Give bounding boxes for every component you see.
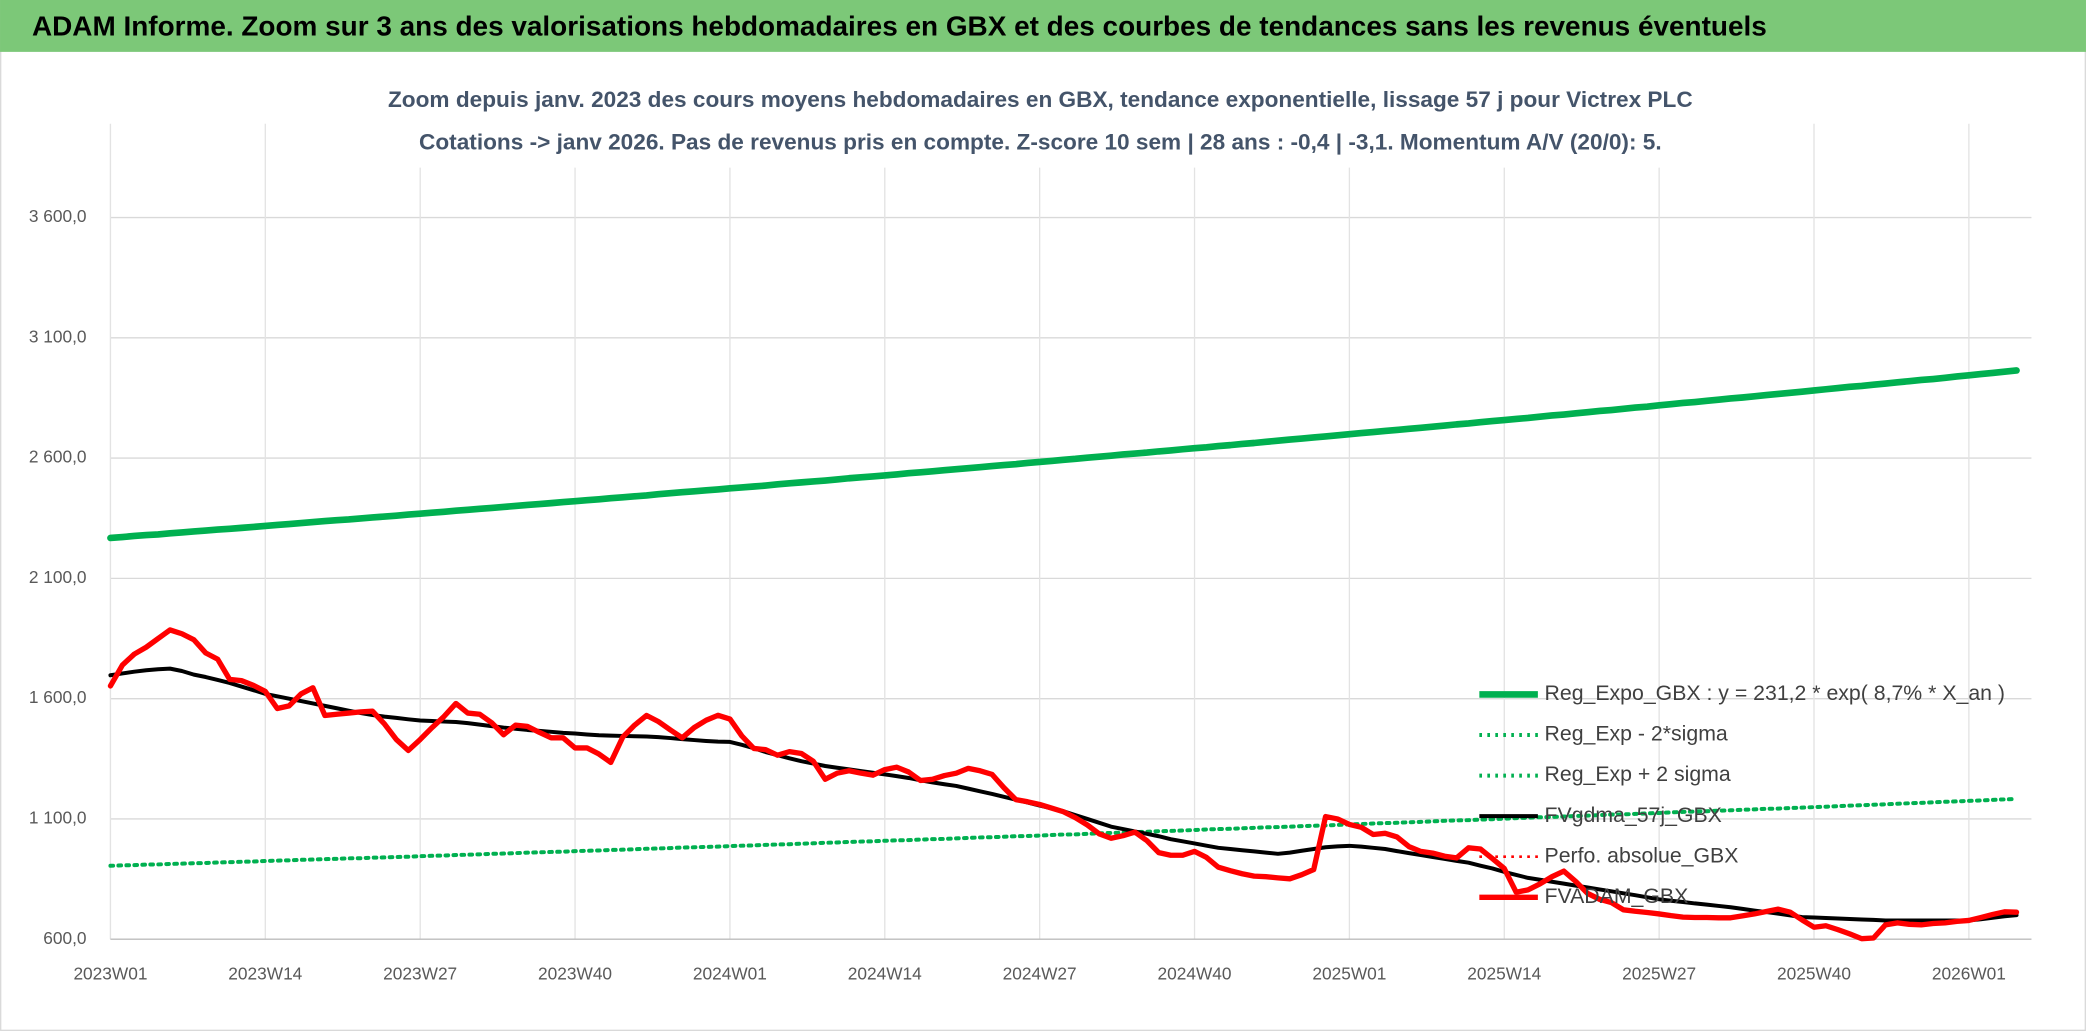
y-tick-label: 600,0: [43, 928, 86, 948]
legend: Reg_Expo_GBX : y = 231,2 * exp( 8,7% * X…: [1479, 681, 2005, 908]
x-tick-label: 2025W01: [1312, 964, 1386, 984]
series-line: [107, 627, 2020, 942]
legend-label: FVgdma_57j_GBX: [1545, 803, 1722, 827]
x-tick-label: 2026W01: [1932, 964, 2006, 984]
y-tick-label: 2 100,0: [29, 567, 87, 587]
x-tick-label: 2024W40: [1158, 964, 1232, 984]
x-tick-label: 2024W27: [1003, 964, 1077, 984]
subtitle-bg: [359, 77, 1717, 168]
chart-title: ADAM Informe. Zoom sur 3 ans des valoris…: [32, 10, 1767, 41]
subtitle: Zoom depuis janv. 2023 des cours moyens …: [388, 87, 1693, 112]
series-line: [108, 796, 2019, 868]
legend-label: FVADAM_GBX: [1545, 884, 1689, 908]
x-tick-label: 2025W14: [1467, 964, 1541, 984]
x-tick-label: 2023W40: [538, 964, 612, 984]
y-tick-label: 2 600,0: [29, 447, 87, 467]
legend-label: Reg_Exp - 2*sigma: [1545, 722, 1728, 746]
header-band: [0, 0, 2086, 52]
series-line: [107, 367, 2020, 542]
x-tick-label: 2023W14: [228, 964, 302, 984]
x-tick-label: 2024W01: [693, 964, 767, 984]
series: [107, 367, 2020, 942]
legend-label: Reg_Expo_GBX : y = 231,2 * exp( 8,7% * X…: [1545, 681, 2005, 705]
legend-label: Perfo. absolue_GBX: [1545, 843, 1739, 867]
y-tick-label: 1 100,0: [29, 807, 87, 827]
x-tick-label: 2024W14: [848, 964, 922, 984]
y-tick-label: 3 100,0: [29, 326, 87, 346]
y-tick-label: 1 600,0: [29, 687, 87, 707]
x-tick-label: 2023W01: [73, 964, 147, 984]
legend-label: Reg_Exp + 2 sigma: [1545, 762, 1731, 786]
x-tick-label: 2025W27: [1622, 964, 1696, 984]
x-tick-label: 2023W27: [383, 964, 457, 984]
x-tick-label: 2025W40: [1777, 964, 1851, 984]
y-tick-label: 3 600,0: [29, 206, 87, 226]
subtitle: Cotations -> janv 2026. Pas de revenus p…: [419, 130, 1662, 155]
grid: 600,0 1 100,0 1 600,0 2 100,0 2 600,0 3 100,0…: [29, 123, 2032, 984]
